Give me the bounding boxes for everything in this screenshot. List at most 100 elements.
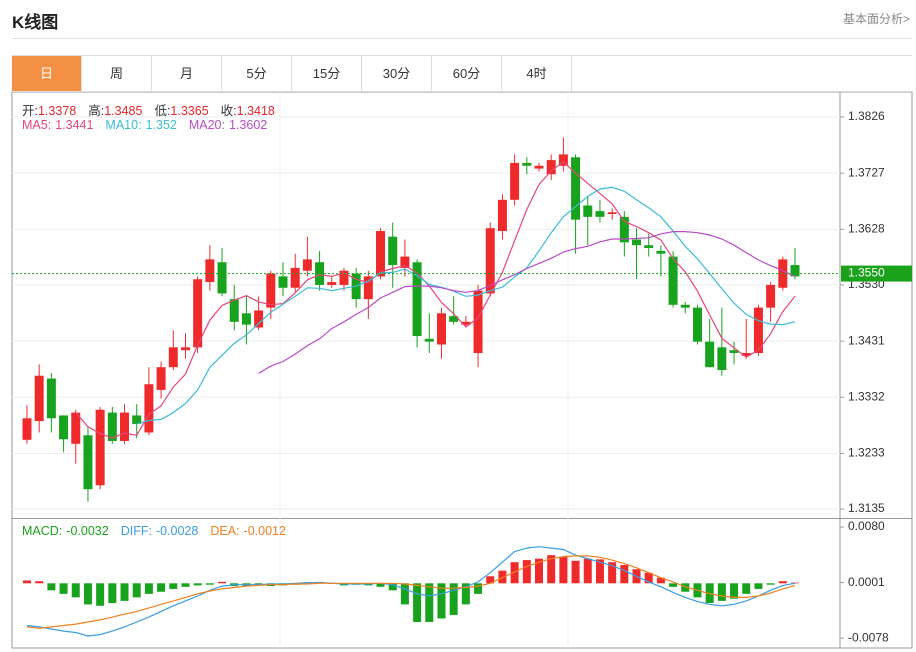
candle-body [193,279,203,348]
tab[interactable]: 4时 [502,56,572,91]
candle-body [95,409,105,486]
y-tick-label: 0.0080 [848,519,885,533]
macd-bar [486,576,495,584]
candle-body [241,313,251,325]
tab[interactable]: 30分 [362,56,432,91]
candle-body [778,259,788,288]
info-item: 收:1.3418 [221,104,275,118]
macd-bar [47,583,56,591]
ohlc-info: 开:1.3378 高:1.3485 低:1.3365 收:1.3418 [22,100,287,119]
candle-body [376,231,386,277]
candle-body [217,262,227,294]
tab[interactable]: 周 [82,56,152,91]
legend-name: MA10: [105,118,142,132]
y-tick-label: 1.3727 [848,165,885,179]
chart-frame [11,91,913,649]
candle-body [741,353,751,356]
legend-item: MA5: 1.3441 [22,118,93,132]
fundamental-link[interactable]: 基本面分析> [842,12,910,26]
macd-bar [571,560,580,584]
macd-bar [181,583,190,587]
tab[interactable]: 5分 [222,56,292,91]
candle-body [619,216,629,243]
macd-bar [608,562,617,584]
macd-bar [583,558,592,584]
info-item: 低:1.3365 [154,104,208,118]
candle-body [327,282,337,285]
candle-body [729,350,739,354]
candle-body [680,304,690,308]
last-price-label: 1.3550 [848,266,885,280]
candle-body [205,259,215,283]
macd-bar [669,583,678,587]
candle-body [83,435,93,490]
legend-name: MA20: [188,118,225,132]
candle-body [692,307,702,342]
candle-body [485,228,495,294]
candle-body [254,310,264,328]
candle-body [461,321,471,325]
candle-body [546,160,556,175]
tab[interactable]: 日 [12,56,82,91]
info-label: 收: [220,104,237,118]
candle-body [473,290,483,354]
info-label: 高: [88,104,105,118]
macd-legend: MACD: -0.0032 DIFF: -0.0028 DEA: -0.0012 [22,524,298,538]
tab-bar: 日周月 5分 15分 30分 60分 4时 [12,55,912,92]
legend-item: MACD: -0.0032 [22,524,109,538]
candle-body [522,162,532,166]
candle-body [302,259,312,271]
info-item: 高:1.3485 [88,104,142,118]
info-value: 1.3485 [104,104,143,118]
macd-bar [425,583,434,622]
macd-bar [388,583,397,591]
macd-bar [510,562,519,584]
info-value: 1.3378 [37,104,77,118]
macd-bar [656,577,665,584]
y-tick-label: 1.3332 [848,389,885,403]
macd-bar [449,583,458,615]
candle-body [790,265,800,277]
legend-value: 1.352 [145,118,177,132]
macd-bar [205,583,214,585]
candle-body [229,299,239,322]
candle-body [668,256,678,305]
tab[interactable]: 月 [152,56,222,91]
macd-bar [766,583,775,585]
legend-name: MACD: [22,524,63,538]
candle-body [120,412,130,441]
info-value: 1.3418 [236,104,275,118]
candle-body [290,267,300,288]
macd-bar [535,558,543,584]
macd-bar [559,556,568,584]
candle-body [156,367,166,390]
legend-item: MA10: 1.352 [105,118,176,132]
divider [12,38,912,39]
tab[interactable]: 60分 [432,56,502,91]
legend-name: MA5: [22,118,52,132]
candle-body [424,338,434,342]
macd-bar [498,570,507,584]
macd-bar [754,583,763,589]
candle-body [71,412,81,444]
tab[interactable]: 15分 [292,56,362,91]
macd-bar [437,583,446,619]
ma-line [75,161,796,439]
candle-body [583,205,593,217]
ma-legend: MA5: 1.3441 MA10: 1.352 MA20: 1.3602 [22,118,279,132]
legend-value: 1.3441 [55,118,94,132]
candle-body [388,236,398,266]
macd-bar [157,583,166,592]
info-item: 开:1.3378 [22,104,76,118]
candle-body [510,162,520,200]
macd-bar [522,560,531,584]
candle-body [595,211,605,217]
candle-body [339,270,349,285]
candle-body [558,154,568,166]
macd-bar [791,582,799,584]
macd-bar [620,565,629,584]
candle-body [534,165,544,169]
legend-name: DEA: [210,524,240,538]
candle-body [22,418,32,440]
